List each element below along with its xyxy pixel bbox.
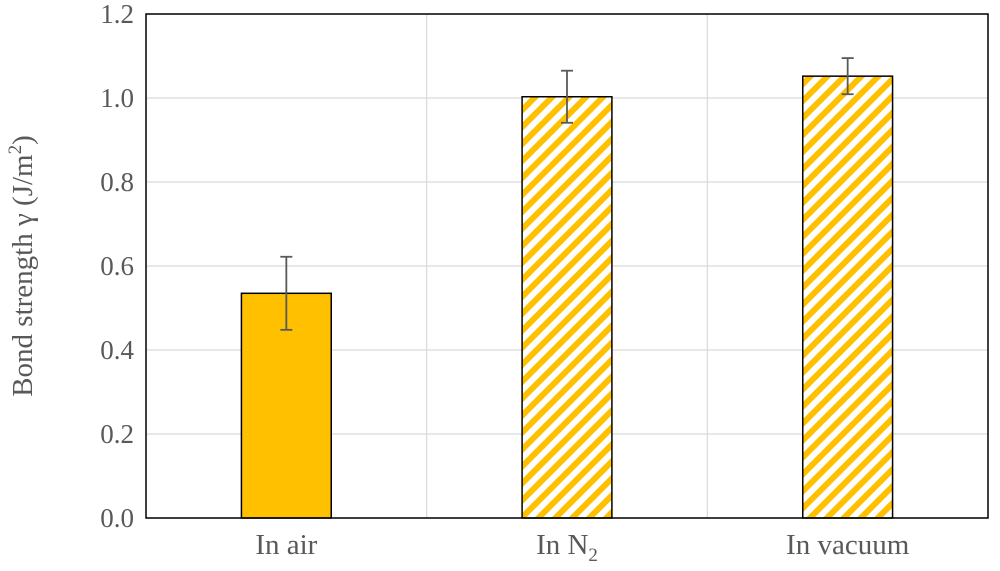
y-tick-label-5: 1.0	[100, 83, 134, 113]
bars	[240, 75, 894, 519]
y-tick-label-4: 0.8	[100, 167, 134, 197]
bar-1	[521, 95, 613, 519]
y-tick-label-1: 0.2	[100, 419, 134, 449]
error-bars	[280, 57, 854, 331]
y-axis-ticks: 0.0 0.2 0.4 0.6 0.8 1.0 1.2	[100, 0, 134, 533]
x-axis-categories: In air In N2 In vacuum	[255, 529, 909, 566]
x-category-label-2: In vacuum	[786, 529, 910, 561]
x-category-label-0: In air	[255, 529, 317, 561]
bar-0	[240, 292, 332, 519]
y-tick-label-6: 1.2	[100, 0, 134, 29]
y-tick-label-2: 0.4	[100, 335, 134, 365]
y-tick-label-0: 0.0	[100, 503, 134, 533]
plot-frame	[145, 13, 989, 519]
y-axis-title: Bond strength γ (J/m2)	[5, 135, 39, 397]
bar-2	[802, 75, 894, 519]
y-tick-label-3: 0.6	[100, 251, 134, 281]
x-category-label-1: In N2	[536, 529, 598, 566]
